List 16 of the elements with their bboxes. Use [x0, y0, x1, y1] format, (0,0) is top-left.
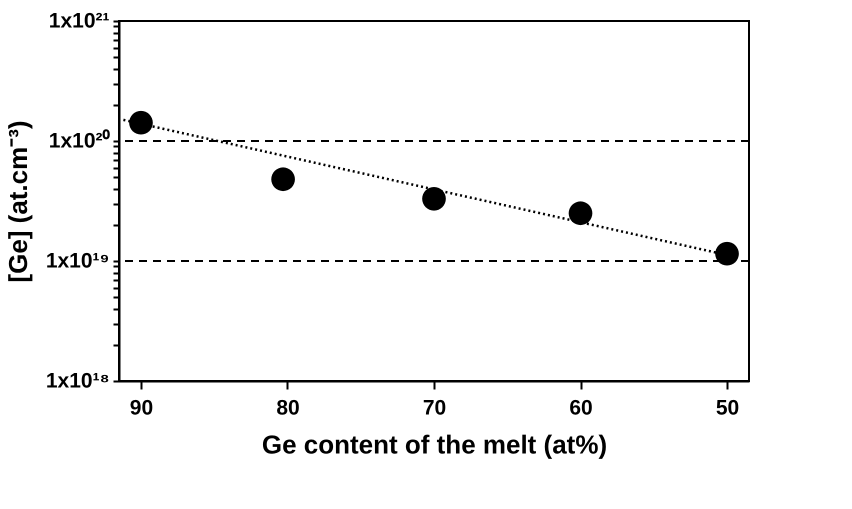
point	[422, 186, 446, 211]
x-tick-label: 70	[422, 396, 446, 420]
point	[129, 110, 153, 135]
y-tick-label: 1x10²¹	[48, 10, 110, 32]
y-tick-label: 1x10²⁰	[48, 128, 110, 152]
point	[715, 242, 739, 266]
x-tick-label: 50	[716, 396, 740, 420]
x-tick-label: 90	[130, 396, 154, 420]
x-tick-label: 60	[569, 396, 593, 420]
point	[271, 167, 295, 192]
y-tick-label: 1x10¹⁸	[46, 370, 110, 392]
point	[568, 201, 592, 226]
x-tick-label: 80	[276, 396, 300, 420]
y-tick-label: 1x10¹⁹	[46, 250, 110, 272]
x-axis-title: Ge content of the melt (at%)	[262, 430, 608, 460]
y-axis-title: [Ge] (at.cm⁻³)	[2, 120, 33, 283]
